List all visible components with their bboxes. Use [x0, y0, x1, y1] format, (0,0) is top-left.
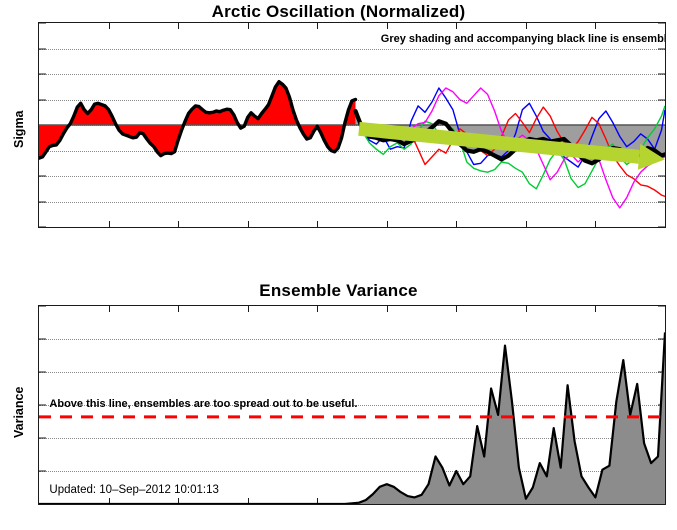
y-tick-mark [39, 226, 46, 227]
y-tick-mark [658, 371, 665, 373]
y-tick-mark [39, 201, 46, 202]
gridline [39, 201, 665, 203]
downward-trend-arrow [358, 121, 665, 170]
gridline [39, 48, 665, 50]
x-tick-mark [456, 23, 458, 29]
x-tick-mark [317, 306, 319, 312]
y-tick-mark [658, 175, 665, 177]
ao-index-panel: Arctic Oscillation (Normalized) Sigma 43… [0, 0, 677, 258]
x-tick-mark [247, 498, 249, 504]
y-tick-mark [658, 226, 665, 227]
x-tick-mark [456, 306, 458, 312]
y-tick-mark [39, 371, 46, 373]
observed-anomaly-fill [39, 81, 356, 159]
ao-plot-area: 43210−1−2−3−4Jun 11Jul 01Jul 21Aug 10Aug… [38, 22, 666, 228]
gridline [39, 176, 665, 177]
ao-chart-title: Arctic Oscillation (Normalized) [211, 2, 466, 21]
x-tick-mark [178, 306, 180, 312]
x-tick-mark [595, 306, 597, 312]
y-tick-mark [39, 99, 46, 100]
x-tick-mark [108, 23, 110, 29]
x-tick-mark [247, 306, 249, 312]
y-tick-mark [39, 437, 46, 439]
x-tick-mark [247, 221, 249, 227]
x-tick-mark [386, 221, 388, 227]
x-tick-mark [595, 221, 597, 227]
y-tick-mark [39, 73, 46, 75]
y-tick-mark [39, 306, 46, 307]
ensemble-variance-panel: Ensemble Variance Variance 32.521.510.50… [0, 278, 677, 530]
y-tick-mark [658, 73, 665, 75]
y-tick-mark [658, 48, 665, 49]
gridline [39, 150, 665, 152]
y-tick-mark [658, 23, 665, 24]
x-tick-mark [178, 498, 180, 504]
y-tick-mark [39, 338, 46, 340]
y-tick-mark [658, 201, 665, 202]
x-tick-mark [317, 221, 319, 227]
x-tick-mark [317, 23, 319, 29]
gridline [39, 405, 665, 406]
x-tick-mark [456, 221, 458, 227]
observed-index-line [39, 80, 358, 160]
gridline [39, 471, 665, 472]
y-tick-mark [658, 306, 665, 307]
y-tick-mark [39, 23, 46, 24]
x-tick-mark [317, 498, 319, 504]
gridline [39, 339, 665, 340]
y-tick-mark [39, 404, 46, 406]
last-updated-timestamp: Updated: 10–Sep–2012 10:01:13 [49, 483, 219, 496]
x-tick-mark [525, 221, 527, 227]
ao-y-axis-label: Sigma [12, 110, 26, 148]
variance-line [39, 332, 665, 504]
x-tick-mark [595, 23, 597, 29]
variance-chart-title: Ensemble Variance [259, 281, 418, 300]
x-tick-mark [386, 23, 388, 29]
x-tick-mark [386, 306, 388, 312]
x-tick-mark [525, 306, 527, 312]
x-tick-mark [178, 23, 180, 29]
gridline [39, 74, 665, 75]
y-tick-mark [39, 175, 46, 177]
y-tick-mark [39, 470, 46, 472]
x-tick-mark [178, 221, 180, 227]
y-tick-mark [39, 48, 46, 49]
variance-plot-area: 32.521.510.50Jun 11Jul 01Jul 21Aug 10Aug… [38, 305, 666, 505]
x-tick-mark [247, 23, 249, 29]
x-tick-mark [108, 306, 110, 312]
y-tick-mark [658, 99, 665, 100]
x-tick-mark [108, 498, 110, 504]
gridline [39, 438, 665, 439]
variance-y-axis-label: Variance [12, 386, 26, 438]
y-tick-mark [658, 338, 665, 340]
variance-threshold-note: Above this line, ensembles are too sprea… [49, 398, 358, 410]
x-tick-mark [108, 221, 110, 227]
gridline [39, 372, 665, 373]
x-tick-mark [525, 23, 527, 29]
ensemble-mean-note: Grey shading and accompanying black line… [380, 32, 665, 45]
